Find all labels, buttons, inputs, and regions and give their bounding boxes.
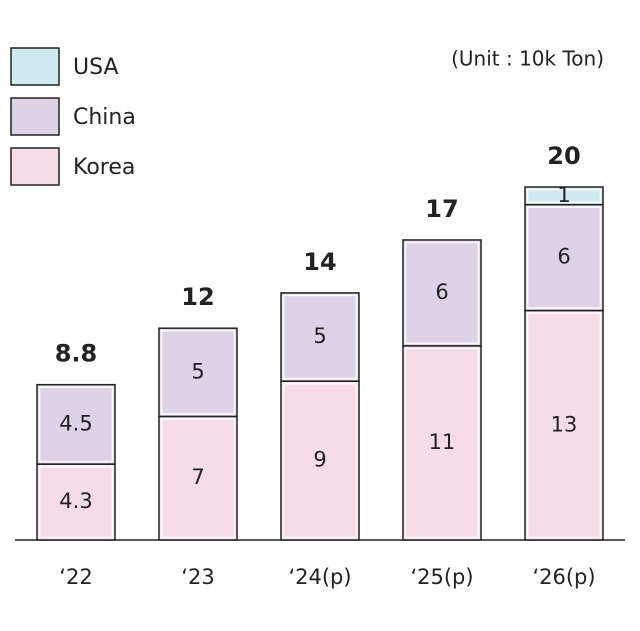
value-label: 4.5 [59,411,92,435]
segment-inner [526,206,602,309]
value-label: 6 [435,280,448,304]
x-tick-label: ‘22 [59,565,92,589]
value-label: 9 [313,448,326,472]
segment-inner [404,347,480,539]
bar-segment [524,309,604,541]
value-label: 1 [557,183,570,207]
unit-note: (Unit : 10k Ton) [451,47,604,71]
legend-swatch [10,47,60,86]
value-label: 4.3 [59,489,92,513]
value-label: 7 [191,465,204,489]
value-label: 13 [551,412,578,436]
segment-inner [526,188,602,203]
legend-swatch [10,97,60,136]
total-label: 8.8 [55,340,98,368]
segment-inner [526,312,602,539]
bar-segment [158,415,238,541]
bar-segment [280,380,360,541]
legend-label: China [73,105,136,130]
value-label: 5 [313,324,326,348]
segment-inner [160,329,236,415]
x-tick-label: ‘23 [181,565,214,589]
x-tick-label: ‘26(p) [532,565,595,589]
legend-label: Korea [73,155,135,180]
bar-segment [524,203,604,312]
bar-segment [36,463,116,541]
segment-inner [38,386,114,463]
segment-inner [404,241,480,345]
value-label: 5 [191,359,204,383]
x-tick-label: ‘24(p) [288,565,351,589]
legend-label: USA [73,55,119,80]
bar-segment [402,239,482,347]
bar-segment [158,327,238,418]
segment-inner [282,382,358,539]
total-label: 12 [181,283,214,311]
value-label: 11 [429,430,456,454]
x-tick-label: ‘25(p) [410,565,473,589]
total-label: 17 [425,195,458,223]
bar-segment [280,292,360,382]
value-label: 6 [557,245,570,269]
bar-segment [36,383,116,465]
segment-inner [38,465,114,539]
segment-inner [282,294,358,380]
bar-segment [524,186,604,206]
total-label: 14 [303,248,336,276]
legend-swatch [10,147,60,186]
segment-inner [160,418,236,539]
total-label: 20 [547,142,580,170]
